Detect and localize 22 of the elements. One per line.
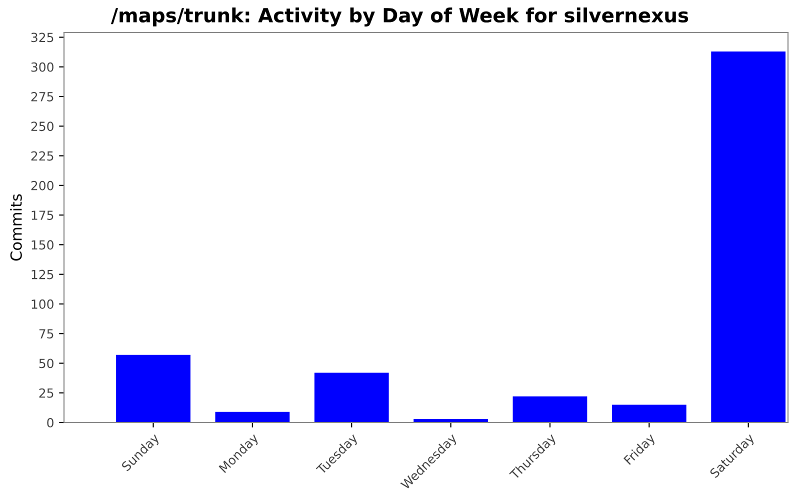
y-tick-label: 0: [47, 418, 54, 428]
chart-title: /maps/trunk: Activity by Day of Week for silvernexus: [110, 8, 688, 26]
y-tick-label: 300: [31, 62, 54, 72]
y-tick-label: 25: [39, 388, 54, 398]
y-tick-label: 150: [32, 240, 54, 250]
bar: [711, 51, 786, 422]
y-axis-title: Commits: [10, 194, 22, 261]
bar: [612, 404, 686, 422]
y-tick-label: 125: [32, 270, 54, 280]
y-tick-label: 200: [31, 180, 54, 190]
bar: [116, 354, 190, 422]
y-tick-label: 225: [31, 151, 54, 161]
y-tick-label: 50: [39, 358, 54, 368]
bar: [215, 412, 290, 422]
y-tick-label: 325: [31, 32, 54, 42]
y-tick-label: 275: [31, 92, 54, 102]
y-tick-label: 250: [31, 122, 54, 132]
bar: [314, 372, 389, 422]
y-tick-label: 175: [32, 210, 54, 220]
bar: [512, 396, 588, 422]
y-tick-label: 100: [32, 299, 54, 309]
y-tick-label: 75: [39, 329, 54, 339]
